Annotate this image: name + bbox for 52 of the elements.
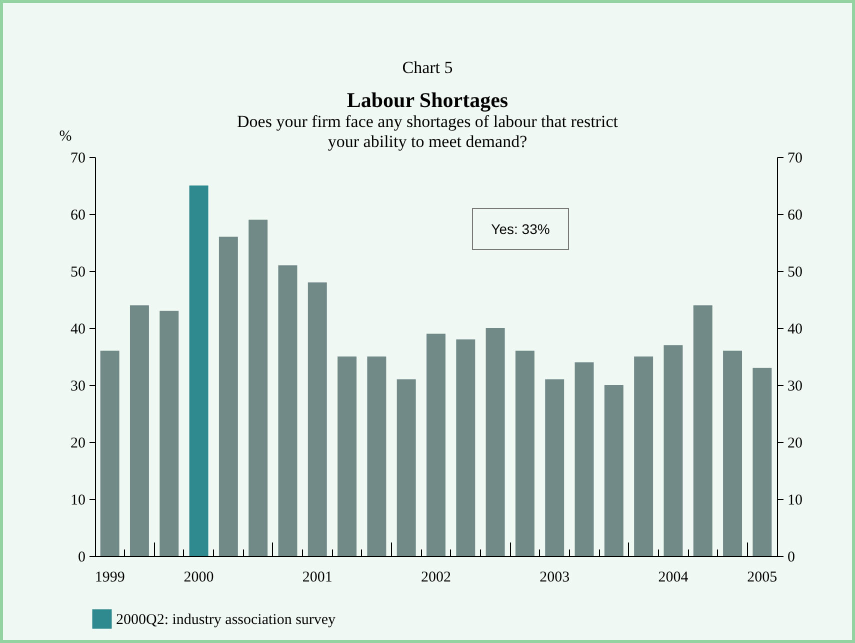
- bar: [604, 385, 624, 556]
- y2-tick-label: 40: [788, 322, 802, 338]
- bar: [515, 350, 534, 556]
- bar: [693, 305, 712, 556]
- bar: [634, 356, 654, 556]
- x-tick-label: 2000: [184, 570, 214, 586]
- x-tick-label: 2004: [658, 570, 689, 586]
- bar: [723, 350, 742, 556]
- bar: [426, 334, 446, 556]
- bar: [664, 345, 683, 556]
- caption: Chart 5: [401, 58, 454, 78]
- chart-subtitle: Does your firm face any shortages of labour that restrict your ability to meet demand?: [237, 112, 618, 151]
- bar: [486, 328, 505, 556]
- bar: [396, 379, 416, 556]
- x-tick-label: 2003: [540, 570, 570, 586]
- y-tick-label: 20: [70, 436, 86, 452]
- y-axis-title: %: [59, 128, 72, 144]
- y2-tick-label: 20: [788, 436, 802, 452]
- bar: [456, 339, 476, 556]
- bar: [100, 350, 120, 556]
- y2-tick-label: 60: [788, 208, 802, 224]
- bar: [545, 379, 564, 556]
- y-tick-label: 0: [78, 550, 86, 566]
- bar: [130, 305, 149, 556]
- annotation: Yes: 33%: [472, 208, 569, 250]
- legend-label: 2000Q2: industry association survey: [116, 612, 336, 628]
- bar: [189, 186, 208, 556]
- x-tick-label: 2005: [747, 570, 778, 586]
- bar: [752, 368, 772, 556]
- y2-tick-label: 30: [788, 378, 802, 394]
- y2-tick-label: 70: [788, 150, 802, 166]
- bar: [338, 356, 357, 556]
- y2-tick-label: 50: [788, 264, 802, 280]
- y-tick-label: 30: [70, 378, 86, 394]
- chart-title: Labour Shortages: [346, 88, 510, 113]
- bar: [248, 220, 268, 556]
- y-tick-label: 10: [70, 492, 86, 508]
- x-tick-label: 2002: [421, 570, 451, 586]
- y2-tick-label: 0: [788, 550, 795, 566]
- y-tick-label: 40: [70, 322, 86, 338]
- bar: [574, 362, 594, 556]
- y-tick-label: 50: [70, 264, 86, 280]
- bar: [367, 356, 386, 556]
- y-tick-label: 60: [70, 208, 86, 224]
- bar: [308, 282, 327, 556]
- y-tick-label: 70: [70, 150, 86, 166]
- y2-tick-label: 10: [788, 492, 802, 508]
- bar: [218, 236, 238, 556]
- bar: [278, 265, 298, 556]
- x-tick-label: 1999: [94, 570, 125, 586]
- bar: [160, 310, 179, 556]
- x-tick-label: 2001: [302, 570, 332, 586]
